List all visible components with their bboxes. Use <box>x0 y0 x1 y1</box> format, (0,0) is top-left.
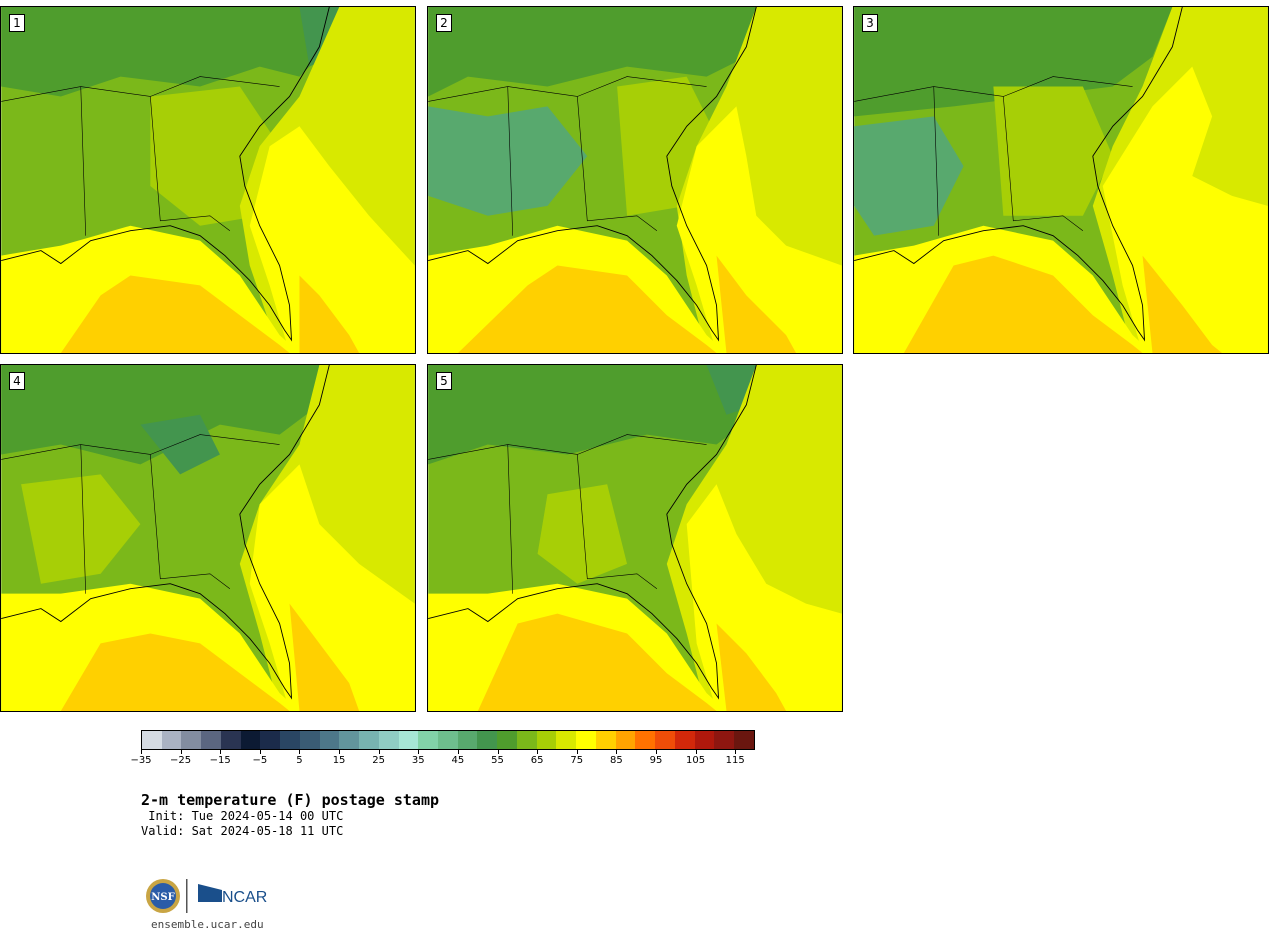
colorbar-swatch <box>418 731 439 749</box>
colorbar-swatch <box>280 731 300 749</box>
colorbar-swatch <box>635 731 656 749</box>
colorbar-swatch <box>576 731 596 749</box>
colorbar-swatch <box>694 731 715 749</box>
colorbar-tick <box>299 750 301 754</box>
colorbar-tick <box>180 750 182 754</box>
colorbar-tick-label: −35 <box>130 755 152 766</box>
panel-number-5: 5 <box>436 372 452 390</box>
colorbar-swatch <box>220 731 241 749</box>
colorbar-swatch <box>161 731 182 749</box>
panel-number-4: 4 <box>9 372 25 390</box>
colorbar-tick <box>735 750 737 754</box>
colorbar-ticks: −35 −25 −15 −5 5 15 25 35 45 55 65 75 85 95 105 115 <box>130 750 755 770</box>
colorbar-tick-label: 85 <box>609 755 623 766</box>
colorbar-swatch <box>181 731 202 749</box>
map-panel-3: 3 <box>853 6 1269 354</box>
colorbar-tick <box>497 750 499 754</box>
temperature-map-3 <box>854 7 1268 353</box>
colorbar-tick <box>339 750 341 754</box>
nsf-ncar-logo: NSF NCAR <box>144 876 276 916</box>
colorbar-tick <box>259 750 261 754</box>
colorbar-swatch <box>438 731 458 749</box>
colorbar-tick <box>457 750 459 754</box>
colorbar-tick-label: 45 <box>451 755 465 766</box>
colorbar-tick <box>141 750 142 754</box>
ncar-logo-text: NCAR <box>222 889 267 906</box>
colorbar-swatch <box>497 731 517 749</box>
map-panel-2: 2 <box>427 6 843 354</box>
colorbar-tick <box>616 750 618 754</box>
map-title: 2-m temperature (F) postage stamp <box>141 791 440 809</box>
site-url: ensemble.ucar.edu <box>151 918 264 931</box>
colorbar-swatch <box>378 731 399 749</box>
colorbar-swatch <box>655 731 675 749</box>
colorbar-tick <box>576 750 578 754</box>
colorbar-swatch <box>516 731 537 749</box>
map-panel-5: 5 <box>427 364 843 712</box>
colorbar-tick-label: 75 <box>570 755 584 766</box>
colorbar-tick-label: 15 <box>332 755 346 766</box>
colorbar-tick <box>378 750 380 754</box>
valid-time: Valid: Sat 2024-05-18 11 UTC <box>141 824 344 838</box>
colorbar-swatch <box>615 731 636 749</box>
nsf-logo: NSF <box>146 879 180 913</box>
temperature-colorbar <box>141 730 755 750</box>
colorbar-tick <box>418 750 420 754</box>
colorbar-swatch <box>536 731 557 749</box>
panel-number-2: 2 <box>436 14 452 32</box>
colorbar-swatch <box>734 731 754 749</box>
colorbar-tick-label: 95 <box>649 755 663 766</box>
temperature-map-5 <box>428 365 842 711</box>
colorbar-swatch <box>240 731 261 749</box>
colorbar-tick-label: −25 <box>170 755 192 766</box>
temperature-map-4 <box>1 365 415 711</box>
colorbar-tick-label: 65 <box>530 755 544 766</box>
colorbar-tick <box>537 750 539 754</box>
colorbar-swatch <box>457 731 478 749</box>
colorbar-swatch <box>142 731 162 749</box>
colorbar-swatch <box>477 731 498 749</box>
colorbar-swatch <box>674 731 695 749</box>
colorbar-swatch <box>359 731 379 749</box>
map-panel-1: 1 <box>0 6 416 354</box>
colorbar-swatch <box>260 731 281 749</box>
init-time: Init: Tue 2024-05-14 00 UTC <box>141 809 344 823</box>
panel-number-1: 1 <box>9 14 25 32</box>
colorbar-tick <box>655 750 657 754</box>
colorbar-swatch <box>595 731 616 749</box>
colorbar-swatch <box>319 731 340 749</box>
colorbar-tick-label: 25 <box>372 755 386 766</box>
nsf-logo-text: NSF <box>151 892 174 903</box>
colorbar-tick-label: 115 <box>725 755 745 766</box>
colorbar-swatch <box>201 731 221 749</box>
colorbar-swatch <box>556 731 577 749</box>
map-panel-4: 4 <box>0 364 416 712</box>
colorbar-swatch <box>398 731 419 749</box>
colorbar-swatch <box>714 731 735 749</box>
colorbar-tick-label: 5 <box>296 755 303 766</box>
colorbar-tick-label: −15 <box>209 755 231 766</box>
ncar-logo: NCAR <box>198 884 267 906</box>
colorbar-tick-label: 35 <box>411 755 425 766</box>
colorbar-tick-label: 105 <box>686 755 706 766</box>
temperature-map-1 <box>1 7 415 353</box>
temperature-map-2 <box>428 7 842 353</box>
colorbar-tick <box>695 750 697 754</box>
colorbar-tick <box>220 750 222 754</box>
panel-number-3: 3 <box>862 14 878 32</box>
colorbar-tick-label: −5 <box>252 755 268 766</box>
colorbar-swatch <box>299 731 320 749</box>
colorbar-swatch <box>339 731 360 749</box>
colorbar-tick-label: 55 <box>491 755 504 766</box>
